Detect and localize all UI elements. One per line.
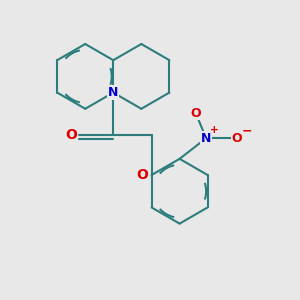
Text: O: O: [190, 107, 201, 120]
Text: O: O: [232, 132, 242, 145]
Text: O: O: [65, 128, 77, 142]
Text: O: O: [136, 168, 148, 182]
Text: N: N: [108, 86, 119, 99]
Text: N: N: [201, 132, 211, 145]
Text: +: +: [210, 125, 219, 135]
Text: −: −: [242, 124, 253, 137]
